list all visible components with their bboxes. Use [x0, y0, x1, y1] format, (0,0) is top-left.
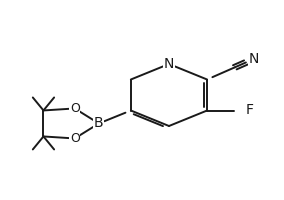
Text: O: O	[70, 132, 80, 145]
Text: O: O	[70, 102, 80, 115]
Text: F: F	[246, 104, 254, 117]
Text: B: B	[94, 116, 104, 130]
Text: N: N	[248, 52, 259, 66]
Text: N: N	[164, 57, 174, 71]
